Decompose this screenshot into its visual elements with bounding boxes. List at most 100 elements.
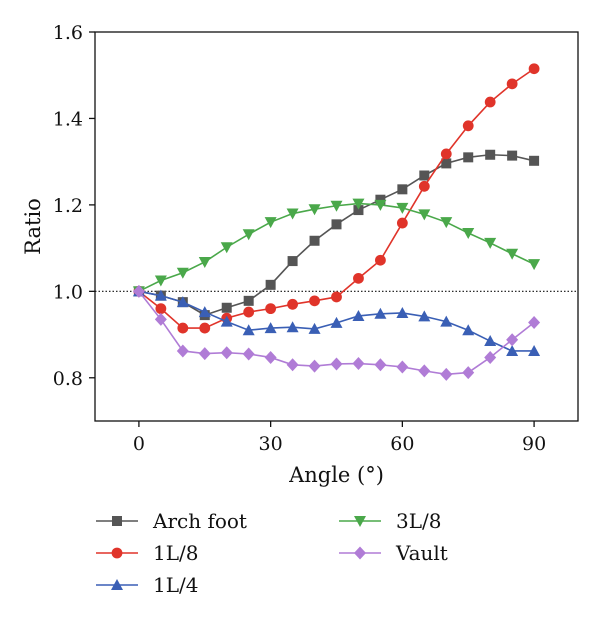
data-point-1l-4 [154,289,167,301]
y-tick-label: 1.2 [53,195,83,217]
data-point-3l-8 [176,267,189,279]
data-point-vault [506,333,519,347]
data-point-1l-8 [287,298,298,310]
data-point-vault [330,357,343,371]
legend-item-3l-8: 3L/8 [339,509,441,533]
x-tick-label: 0 [133,433,145,455]
x-tick-label: 60 [390,433,414,455]
data-point-3l-8 [264,217,277,229]
data-point-1l-8 [396,217,408,229]
data-point-vault [374,358,387,372]
data-point-1l-4 [198,306,211,318]
data-point-arch-foot [507,150,518,161]
x-axis-title: Angle (°) [288,463,384,487]
data-point-1l-4 [308,322,321,334]
data-point-vault [528,315,541,329]
data-point-arch-foot [441,158,452,169]
data-point-vault [418,364,431,378]
data-point-vault [440,367,453,381]
data-point-arch-foot [529,155,540,166]
data-point-1l-4 [176,296,189,308]
data-point-1l-8 [462,120,474,132]
data-point-1l-4 [528,344,541,356]
data-point-1l-4 [330,316,343,328]
data-point-1l-8 [484,96,496,108]
series-line-1l-8 [138,68,535,329]
data-point-3l-8 [528,259,541,271]
data-point-3l-8 [308,204,321,216]
data-point-3l-8 [242,229,255,241]
legend-item-arch-foot: Arch foot [96,509,247,533]
data-point-arch-foot [309,235,320,246]
data-point-1l-8 [177,322,189,334]
legend-marker-1l-4 [111,579,123,590]
legend-marker-arch-foot [112,516,122,526]
legend-label-1l-4: 1L/4 [153,573,198,597]
series-vault [132,284,541,381]
data-point-3l-8 [220,242,233,254]
data-point-1l-4 [242,324,255,336]
legend-label-3l-8: 3L/8 [396,509,441,533]
data-point-arch-foot [221,302,232,313]
data-point-arch-foot [463,152,474,163]
data-point-1l-8 [506,78,518,90]
data-point-arch-foot [353,205,364,216]
data-point-arch-foot [331,219,342,230]
data-point-1l-8 [265,303,277,315]
data-point-arch-foot [375,194,386,205]
legend-item-vault: Vault [339,541,448,565]
data-point-1l-4 [506,344,519,356]
data-point-1l-8 [199,322,211,334]
data-point-arch-foot [265,279,276,290]
data-point-1l-8 [528,63,540,75]
y-tick-label: 1.0 [53,281,83,303]
y-tick-label: 1.4 [53,108,83,130]
legend-marker-1l-8 [111,547,123,559]
data-point-vault [132,284,145,298]
legend-label-vault: Vault [395,541,448,565]
legend-label-arch-foot: Arch foot [152,509,247,533]
series-3l-8 [132,198,541,298]
data-point-1l-4 [396,306,409,318]
data-point-1l-8 [440,148,452,160]
data-point-3l-8 [198,256,211,268]
data-point-vault [198,347,211,361]
data-point-vault [286,358,299,372]
data-point-arch-foot [287,256,298,267]
y-tick-label: 1.6 [53,22,83,44]
data-point-vault [176,344,189,358]
data-point-1l-8 [243,306,255,318]
data-point-3l-8 [286,208,299,220]
data-point-3l-8 [440,217,453,229]
data-point-1l-4 [286,321,299,333]
y-axis-title: Ratio [21,198,45,255]
data-point-vault [154,312,167,326]
legend-marker-3l-8 [354,516,366,527]
data-point-3l-8 [396,202,409,214]
data-point-1l-4 [220,315,233,327]
y-tick-label: 0.8 [53,368,83,390]
data-point-vault [462,366,475,380]
data-point-arch-foot [419,170,430,181]
data-point-3l-8 [154,275,167,287]
data-point-1l-4 [352,309,365,321]
series-layer [132,63,541,381]
data-point-3l-8 [462,227,475,239]
data-point-3l-8 [484,237,497,249]
data-point-1l-8 [155,303,167,315]
data-point-vault [264,350,277,364]
data-point-1l-8 [353,272,364,284]
data-point-1l-8 [309,295,320,307]
data-point-vault [352,357,365,371]
data-point-vault [308,359,321,373]
series-line-3l-8 [138,202,535,293]
legend-item-1l-8: 1L/8 [96,541,198,565]
legend: Arch foot 1L/8 1L/4 3L/8 Vault [96,509,448,597]
data-point-vault [484,350,497,364]
data-point-1l-8 [418,180,430,192]
data-point-1l-8 [375,254,386,266]
data-point-1l-4 [264,322,277,334]
data-point-1l-4 [484,335,497,347]
legend-label-1l-8: 1L/8 [153,541,198,565]
